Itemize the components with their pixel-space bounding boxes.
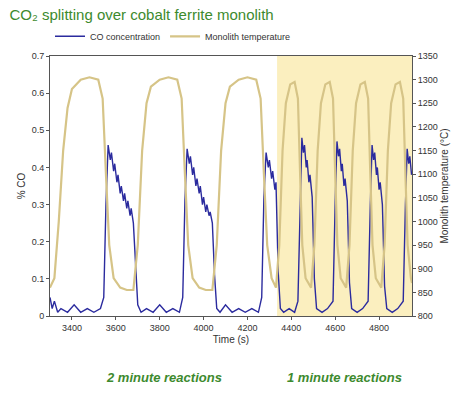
- svg-text:Time (s): Time (s): [213, 334, 249, 345]
- svg-text:3400: 3400: [62, 323, 82, 333]
- svg-text:950: 950: [418, 240, 433, 250]
- svg-text:1300: 1300: [418, 75, 438, 85]
- svg-text:3600: 3600: [106, 323, 126, 333]
- svg-text:850: 850: [418, 288, 433, 298]
- svg-text:2 minute reactions: 2 minute reactions: [106, 370, 222, 385]
- svg-text:0.6: 0.6: [32, 88, 45, 98]
- svg-text:1000: 1000: [418, 217, 438, 227]
- svg-text:1350: 1350: [418, 51, 438, 61]
- svg-text:800: 800: [418, 311, 433, 321]
- svg-text:1100: 1100: [418, 169, 437, 179]
- svg-text:0: 0: [39, 311, 44, 321]
- svg-text:4800: 4800: [369, 323, 389, 333]
- svg-text:1200: 1200: [418, 122, 438, 132]
- svg-text:900: 900: [418, 264, 433, 274]
- svg-text:0.7: 0.7: [32, 51, 45, 61]
- svg-text:0.3: 0.3: [32, 200, 45, 210]
- svg-text:3800: 3800: [150, 323, 170, 333]
- svg-text:1 minute reactions: 1 minute reactions: [287, 370, 402, 385]
- svg-text:0.2: 0.2: [32, 237, 45, 247]
- svg-text:CO concentration: CO concentration: [90, 32, 160, 42]
- svg-text:Monolith temperature (°C): Monolith temperature (°C): [439, 128, 450, 243]
- svg-text:1250: 1250: [418, 98, 438, 108]
- svg-text:1150: 1150: [418, 146, 437, 156]
- svg-text:4400: 4400: [281, 323, 301, 333]
- svg-text:1050: 1050: [418, 193, 438, 203]
- svg-text:4600: 4600: [325, 323, 345, 333]
- svg-text:4000: 4000: [194, 323, 214, 333]
- svg-text:4200: 4200: [237, 323, 257, 333]
- svg-text:CO₂ splitting over cobalt ferr: CO₂ splitting over cobalt ferrite monoli…: [9, 6, 273, 23]
- svg-text:0.1: 0.1: [32, 274, 45, 284]
- svg-text:Monolith temperature: Monolith temperature: [205, 32, 290, 42]
- svg-text:0.5: 0.5: [32, 125, 45, 135]
- svg-text:0.4: 0.4: [32, 163, 45, 173]
- svg-text:% CO: % CO: [16, 172, 27, 199]
